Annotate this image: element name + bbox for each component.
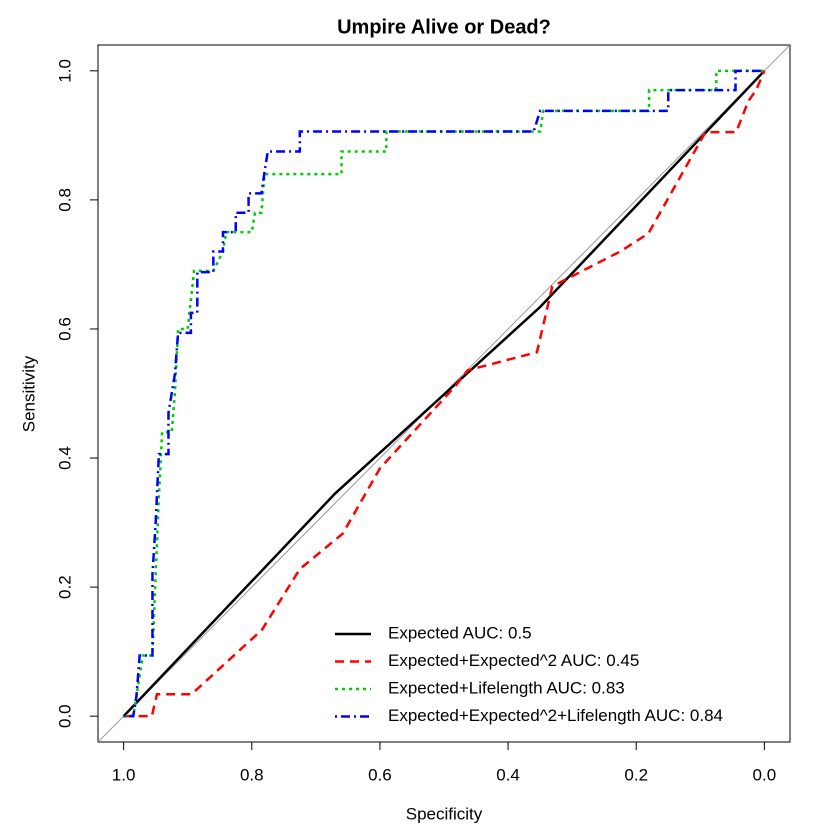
roc-line [122, 69, 766, 718]
y-tick-label: 0.2 [55, 575, 74, 599]
x-axis-label: Specificity [406, 804, 483, 823]
legend-label: Expected+Expected^2+Lifelength AUC: 0.84 [388, 706, 723, 725]
plot-frame [97, 44, 791, 743]
roc-line [123, 70, 766, 718]
roc-line [123, 69, 765, 718]
chart-title: Umpire Alive or Dead? [337, 16, 551, 38]
x-tick-label: 0.2 [624, 765, 648, 784]
legend-label: Expected AUC: 0.5 [388, 623, 532, 642]
y-tick-label: 1.0 [55, 59, 74, 83]
y-tick-label: 0.4 [55, 446, 74, 470]
y-tick-label: 0.6 [55, 317, 74, 341]
x-tick-label: 0.0 [753, 765, 777, 784]
x-tick-label: 0.4 [496, 765, 520, 784]
x-tick-label: 0.6 [368, 765, 392, 784]
y-axis-label: Sensitivity [19, 355, 38, 432]
legend-label: Expected+Lifelength AUC: 0.83 [388, 678, 625, 697]
y-tick-label: 0.0 [55, 704, 74, 728]
legend-label: Expected+Expected^2 AUC: 0.45 [388, 651, 639, 670]
plot-area [98, 45, 790, 742]
x-tick-label: 0.8 [240, 765, 264, 784]
x-tick-label: 1.0 [112, 765, 136, 784]
y-tick-label: 0.8 [55, 188, 74, 212]
